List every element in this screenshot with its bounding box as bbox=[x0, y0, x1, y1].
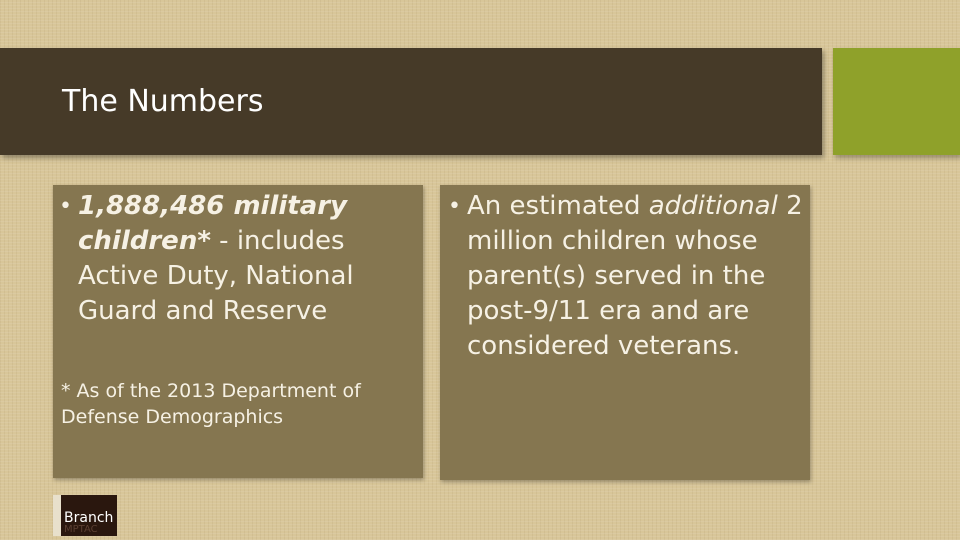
bullet-detail: - includes Active Duty, National Guard a… bbox=[78, 226, 354, 326]
bullet-text: An estimated bbox=[467, 191, 649, 221]
bullet-veteran-children: • An estimated additional 2 million chil… bbox=[448, 189, 808, 364]
left-content-box: • 1,888,486 military children* - include… bbox=[53, 185, 423, 478]
right-content-box: • An estimated additional 2 million chil… bbox=[440, 185, 810, 480]
bullet-italic: additional bbox=[648, 191, 778, 221]
accent-square bbox=[833, 48, 960, 155]
logo-subtext: MPTAC bbox=[64, 524, 98, 535]
title-bar bbox=[0, 48, 822, 155]
logo-strip bbox=[53, 495, 61, 536]
slide-title: The Numbers bbox=[62, 84, 264, 119]
bullet-text: 2 million children whose parent(s) serve… bbox=[467, 191, 803, 361]
military-children-count: 1,888,486 military children* bbox=[78, 191, 348, 256]
bullet-icon: • bbox=[59, 194, 72, 219]
footnote: * As of the 2013 Department of Defense D… bbox=[61, 380, 361, 428]
bullet-icon: • bbox=[448, 194, 461, 219]
bullet-military-children: • 1,888,486 military children* - include… bbox=[59, 189, 419, 329]
branch-logo: Branch MPTAC bbox=[53, 495, 117, 536]
logo-text: Branch bbox=[64, 510, 114, 526]
